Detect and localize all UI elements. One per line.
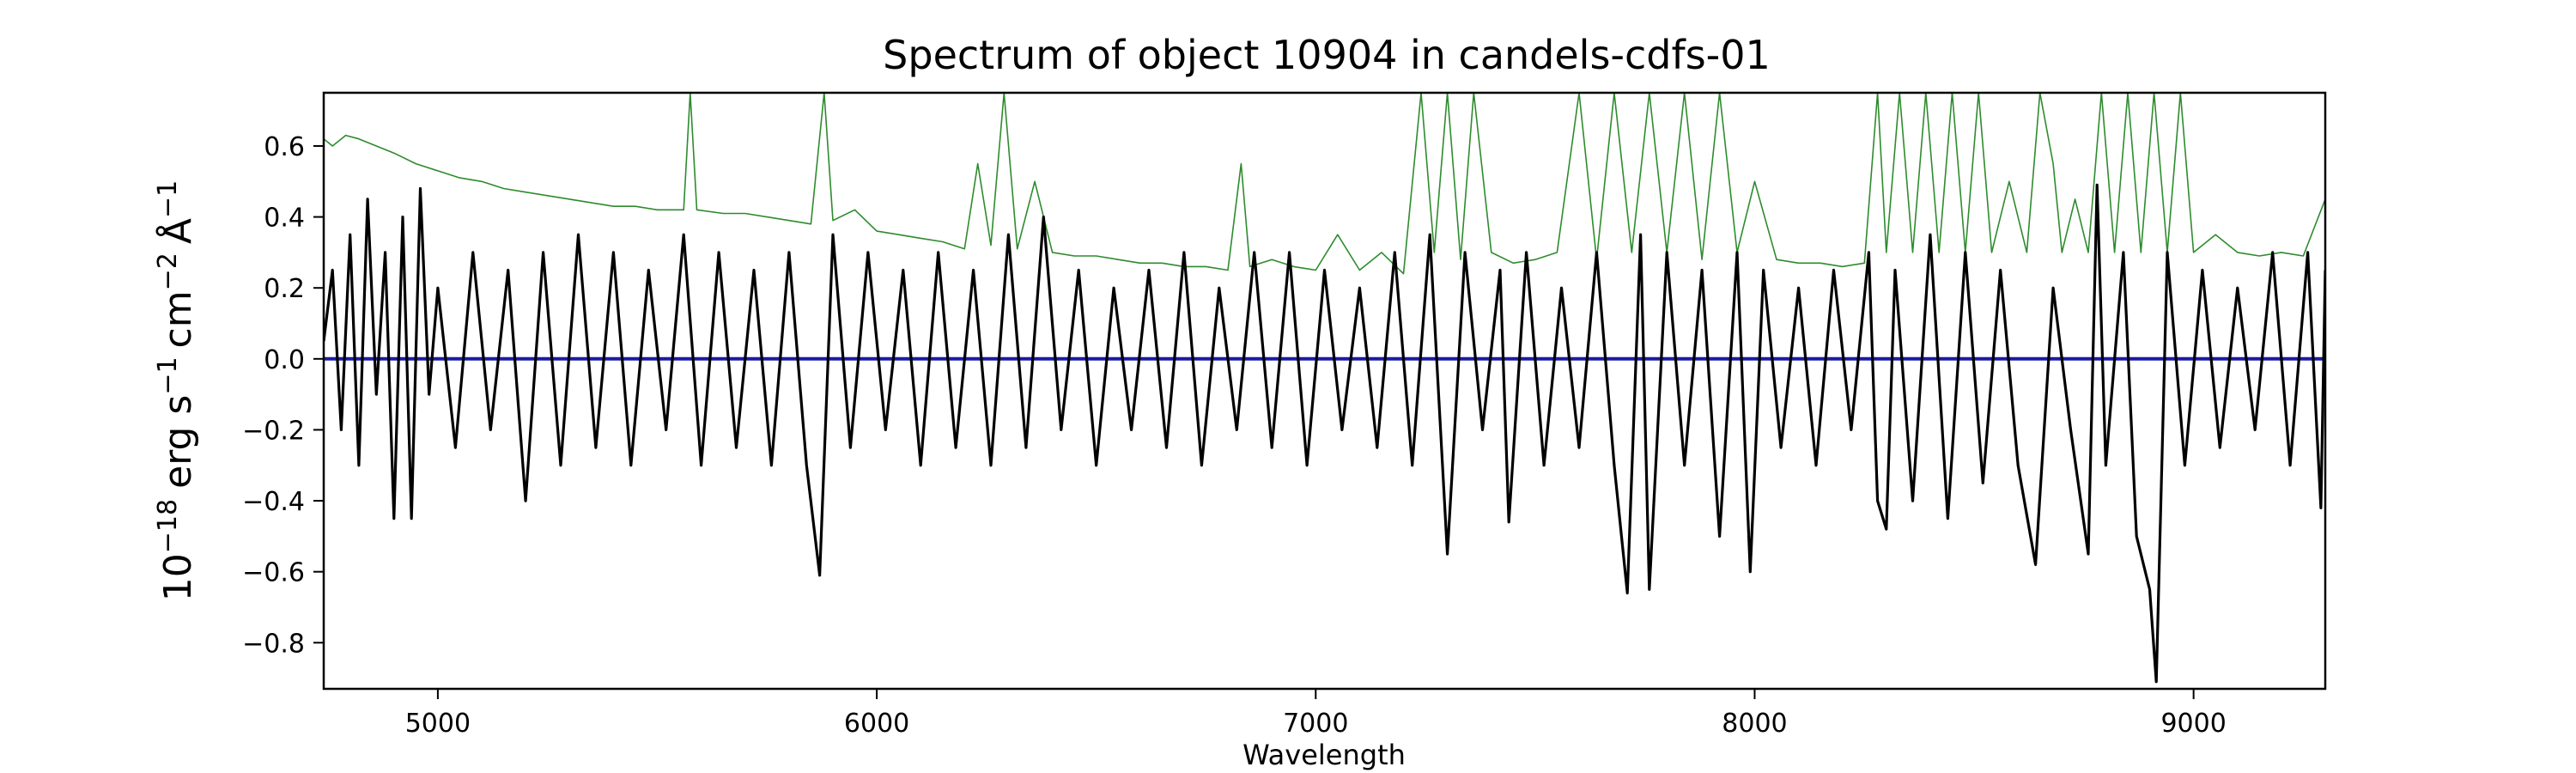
y-axis: 0.6 0.4 0.2 0.0 −0.2 −0.4 −0.6 −0.8 <box>242 132 324 659</box>
y-axis-label: 10−18erg s−1cm−2Å−1 <box>153 180 201 601</box>
y-label-unit-cm-exponent: −2 <box>153 253 183 290</box>
y-tick-label: −0.2 <box>242 416 305 446</box>
y-tick-label: 0.4 <box>264 204 305 234</box>
x-tick-label: 5000 <box>405 709 471 739</box>
y-label-base-exponent: −18 <box>153 499 183 553</box>
y-label-unit-erg-s-exponent: −1 <box>153 356 183 394</box>
plot-area <box>322 91 2327 691</box>
x-axis-label: Wavelength <box>1242 739 1406 771</box>
x-axis: 5000 6000 7000 8000 9000 <box>405 689 2227 739</box>
x-tick-label: 7000 <box>1283 709 1348 739</box>
y-label-unit-angstrom: Å <box>155 218 200 244</box>
plot-frame <box>322 91 2327 691</box>
chart-title: Spectrum of object 10904 in candels-cdfs… <box>883 32 1771 78</box>
x-tick-label: 9000 <box>2160 709 2226 739</box>
x-tick-label: 8000 <box>1722 709 1787 739</box>
y-tick-label: 0.6 <box>264 132 305 162</box>
x-tick-label: 6000 <box>844 709 909 739</box>
y-tick-label: −0.4 <box>242 487 305 517</box>
flux-series-line <box>324 183 2325 684</box>
y-tick-label: 0.2 <box>264 274 305 304</box>
y-label-unit-cm: cm <box>156 290 200 348</box>
y-tick-label: −0.6 <box>242 558 305 588</box>
y-label-base: 10 <box>156 553 200 601</box>
y-tick-label: −0.8 <box>242 629 305 659</box>
series-layer <box>324 93 2325 684</box>
y-tick-label: 0.0 <box>264 345 305 375</box>
y-label-unit-angstrom-exponent: −1 <box>153 180 183 218</box>
error-series-line <box>324 93 2325 275</box>
y-label-unit-erg-s: erg s <box>156 395 200 489</box>
